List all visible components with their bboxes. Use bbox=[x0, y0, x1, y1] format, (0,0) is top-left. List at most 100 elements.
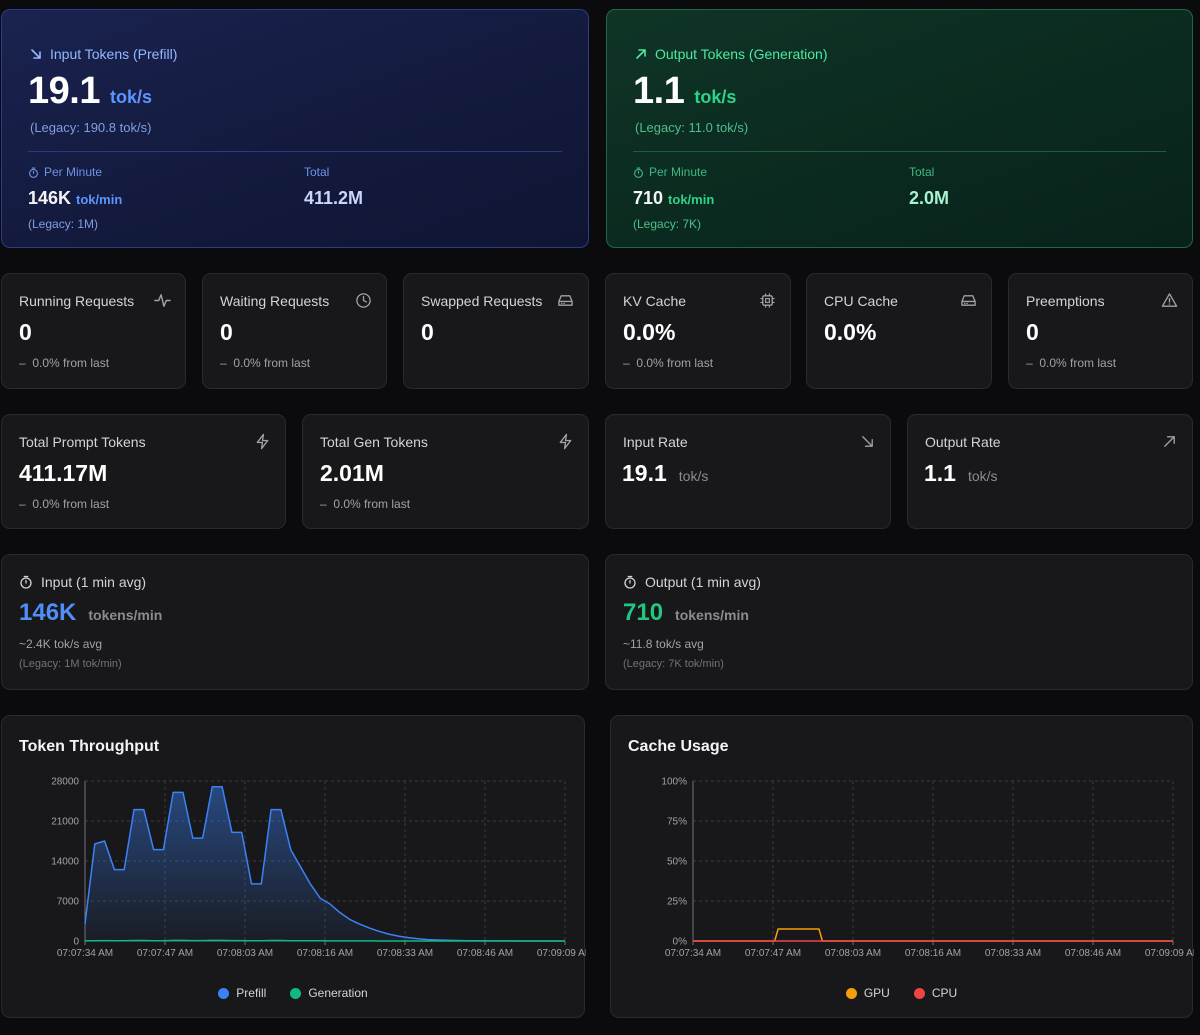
output-per-minute-unit: tok/min bbox=[668, 192, 715, 207]
clock-icon bbox=[356, 293, 371, 308]
input-tokens-legacy: (Legacy: 190.8 tok/s) bbox=[30, 120, 152, 135]
x-tick-label: 07:07:47 AM bbox=[137, 948, 193, 959]
output-per-minute-legacy: (Legacy: 7K) bbox=[633, 217, 702, 231]
input-avg-value: 146K bbox=[19, 599, 77, 626]
total-gen-tokens-change: 0.0% from last bbox=[333, 497, 411, 511]
waiting-requests-change: 0.0% from last bbox=[233, 356, 311, 370]
output-avg-value: 710 bbox=[623, 599, 664, 626]
x-tick-label: 07:08:16 AM bbox=[905, 948, 961, 959]
kv-cache-card: KV Cache 0.0% – 0.0% from last bbox=[605, 273, 791, 389]
input-rate-value: 19.1 bbox=[622, 460, 667, 486]
dash-icon: – bbox=[320, 497, 334, 511]
token-throughput-title: Token Throughput bbox=[19, 738, 160, 755]
token-throughput-chart: 0 7000 14000 21000 28000 07:07:34 AM 07:07:47 … bbox=[51, 777, 586, 960]
y-tick-label: 0 bbox=[73, 937, 79, 948]
legend-label-prefill: Prefill bbox=[236, 986, 267, 1000]
legend-item-generation[interactable]: Generation bbox=[290, 986, 368, 1000]
waiting-requests-value: 0 bbox=[220, 319, 233, 345]
x-tick-label: 07:08:46 AM bbox=[1065, 948, 1121, 959]
output-avg-label: Output (1 min avg) bbox=[645, 574, 761, 590]
legend-dot-icon bbox=[218, 987, 230, 999]
divider bbox=[633, 151, 1166, 152]
total-gen-tokens-value: 2.01M bbox=[320, 460, 384, 486]
total-prompt-tokens-label: Total Prompt Tokens bbox=[19, 434, 146, 450]
y-tick-label: 50% bbox=[667, 857, 687, 868]
output-tokens-value: 1.1 bbox=[633, 70, 685, 112]
output-rate-card: Output Rate 1.1 tok/s bbox=[907, 414, 1193, 529]
input-avg-unit: tokens/min bbox=[88, 607, 163, 623]
x-tick-label: 07:08:46 AM bbox=[457, 948, 513, 959]
x-tick-label: 07:07:47 AM bbox=[745, 948, 801, 959]
cpu-cache-label: CPU Cache bbox=[824, 293, 898, 309]
dash-icon: – bbox=[1026, 356, 1040, 370]
total-prompt-tokens-value: 411.17M bbox=[19, 460, 108, 486]
legend-item-prefill[interactable]: Prefill bbox=[218, 986, 266, 1000]
output-avg-sub: ~11.8 tok/s avg bbox=[623, 637, 704, 651]
legend-label-generation: Generation bbox=[308, 986, 368, 1000]
x-tick-label: 07:08:16 AM bbox=[297, 948, 353, 959]
input-per-minute-unit: tok/min bbox=[76, 192, 123, 207]
running-requests-card: Running Requests 0 – 0.0% from last bbox=[1, 273, 186, 389]
x-tick-label: 07:08:33 AM bbox=[985, 948, 1041, 959]
output-per-minute-label: Per Minute bbox=[649, 165, 708, 179]
legend-dot-icon bbox=[290, 987, 302, 999]
running-requests-value: 0 bbox=[19, 319, 32, 345]
input-avg-card: Input (1 min avg) 146K tokens/min ~2.4K … bbox=[1, 554, 589, 690]
x-tick-label: 07:07:34 AM bbox=[57, 948, 113, 959]
timer-icon bbox=[634, 167, 643, 178]
total-prompt-tokens-change: 0.0% from last bbox=[32, 497, 110, 511]
output-rate-unit: tok/s bbox=[967, 468, 998, 484]
output-rate-value: 1.1 bbox=[924, 460, 956, 486]
cpu-cache-value: 0.0% bbox=[824, 319, 877, 345]
x-tick-label: 07:09:09 AM bbox=[1145, 948, 1194, 959]
arrow-up-right-icon bbox=[636, 49, 646, 59]
timer-icon bbox=[29, 167, 38, 178]
input-rate-card: Input Rate 19.1 tok/s bbox=[605, 414, 891, 529]
output-total-value: 2.0M bbox=[909, 188, 950, 208]
input-tokens-card: Input Tokens (Prefill) 19.1 tok/s (Legac… bbox=[1, 9, 589, 248]
preemptions-label: Preemptions bbox=[1026, 293, 1105, 309]
input-rate-label: Input Rate bbox=[623, 434, 688, 450]
divider bbox=[28, 151, 562, 152]
legend-label-gpu: GPU bbox=[863, 986, 890, 1000]
hard-drive-icon bbox=[558, 295, 573, 306]
output-avg-legacy: (Legacy: 7K tok/min) bbox=[623, 658, 724, 670]
x-tick-label: 07:09:09 AM bbox=[537, 948, 586, 959]
input-total-label: Total bbox=[304, 165, 330, 179]
input-avg-label: Input (1 min avg) bbox=[41, 574, 147, 590]
x-tick-label: 07:08:03 AM bbox=[825, 948, 881, 959]
y-tick-label: 0% bbox=[673, 937, 688, 948]
timer-icon bbox=[624, 575, 636, 589]
legend-label-cpu: CPU bbox=[931, 986, 958, 1000]
lightning-icon bbox=[559, 433, 572, 450]
output-tokens-card: Output Tokens (Generation) 1.1 tok/s (Le… bbox=[606, 9, 1193, 248]
output-rate-label: Output Rate bbox=[925, 434, 1001, 450]
preemptions-value: 0 bbox=[1026, 319, 1039, 345]
x-tick-label: 07:08:33 AM bbox=[377, 948, 433, 959]
cache-usage-chart-card: Cache Usage 0% 25% 50% 75% 100% 07:07:34 AM 07… bbox=[610, 715, 1194, 1018]
y-tick-label: 21000 bbox=[51, 817, 79, 828]
waiting-requests-label: Waiting Requests bbox=[220, 293, 330, 309]
legend-dot-icon bbox=[913, 987, 925, 999]
total-gen-tokens-card: Total Gen Tokens 2.01M – 0.0% from last bbox=[302, 414, 589, 529]
output-tokens-title: Output Tokens (Generation) bbox=[655, 46, 828, 62]
kv-cache-change: 0.0% from last bbox=[636, 356, 714, 370]
total-prompt-tokens-card: Total Prompt Tokens 411.17M – 0.0% from … bbox=[1, 414, 286, 529]
output-avg-card: Output (1 min avg) 710 tokens/min ~11.8 … bbox=[605, 554, 1193, 690]
token-throughput-chart-card: Token Throughput 0 7000 14000 21000 28000 07:… bbox=[1, 715, 586, 1018]
legend-item-cpu[interactable]: CPU bbox=[913, 986, 958, 1000]
hard-drive-icon bbox=[961, 295, 976, 306]
legend-item-gpu[interactable]: GPU bbox=[845, 986, 890, 1000]
series-line-generation bbox=[84, 939, 565, 942]
preemptions-change: 0.0% from last bbox=[1039, 356, 1117, 370]
output-tokens-unit: tok/s bbox=[694, 87, 737, 107]
y-tick-label: 100% bbox=[661, 777, 687, 788]
output-per-minute-value: 710 bbox=[633, 188, 664, 208]
x-tick-label: 07:07:34 AM bbox=[665, 948, 721, 959]
output-tokens-legacy: (Legacy: 11.0 tok/s) bbox=[635, 120, 749, 135]
arrow-up-right-icon bbox=[1164, 436, 1175, 447]
input-avg-legacy: (Legacy: 1M tok/min) bbox=[19, 658, 122, 670]
y-tick-label: 14000 bbox=[51, 857, 79, 868]
legend-dot-icon bbox=[845, 987, 857, 999]
cache-usage-title: Cache Usage bbox=[628, 738, 729, 755]
